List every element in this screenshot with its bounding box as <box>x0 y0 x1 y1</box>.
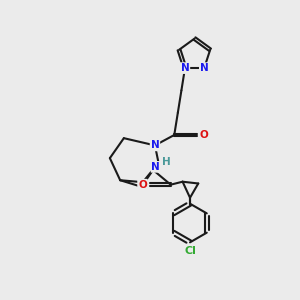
Text: H: H <box>162 158 171 167</box>
Text: O: O <box>138 180 147 190</box>
Text: N: N <box>152 162 160 172</box>
Text: N: N <box>200 63 208 73</box>
Text: N: N <box>181 63 189 73</box>
Text: N: N <box>151 140 159 150</box>
Text: O: O <box>200 130 208 140</box>
Text: Cl: Cl <box>184 246 196 256</box>
